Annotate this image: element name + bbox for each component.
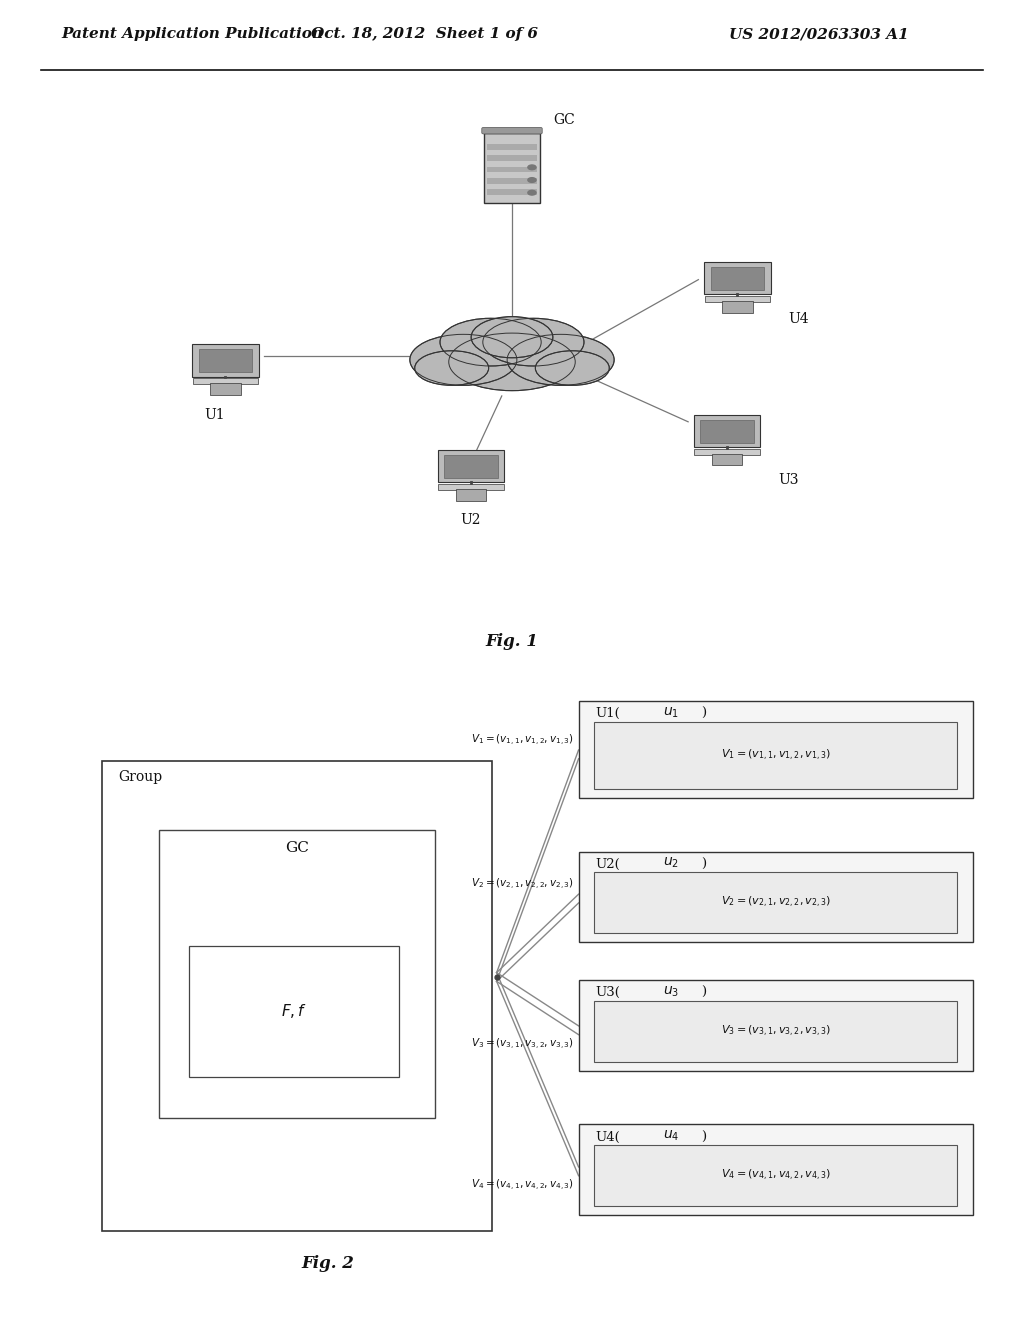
Text: ): ) — [701, 708, 707, 721]
Circle shape — [528, 190, 537, 195]
Bar — [594, 722, 957, 789]
Text: $\mathit{u}_{2}$: $\mathit{u}_{2}$ — [663, 855, 679, 870]
Text: $V_2=(v_{2,1},v_{2,2},v_{2,3})$: $V_2=(v_{2,1},v_{2,2},v_{2,3})$ — [721, 895, 830, 911]
Text: ): ) — [701, 986, 707, 999]
Text: $V_1=(v_{1,1},v_{1,2},v_{1,3})$: $V_1=(v_{1,1},v_{1,2},v_{1,3})$ — [471, 733, 573, 748]
Text: U2(: U2( — [595, 858, 620, 871]
Text: $F, f$: $F, f$ — [282, 1002, 307, 1020]
Text: U3: U3 — [778, 474, 799, 487]
Bar — [487, 189, 537, 195]
Bar — [102, 760, 492, 1230]
Bar — [579, 701, 973, 799]
Bar — [199, 350, 252, 372]
Bar — [694, 449, 760, 454]
Text: $V_1=(v_{1,1},v_{1,2},v_{1,3})$: $V_1=(v_{1,1},v_{1,2},v_{1,3})$ — [721, 747, 830, 763]
Bar — [487, 178, 537, 183]
Text: ): ) — [701, 1130, 707, 1143]
Text: US 2012/0263303 A1: US 2012/0263303 A1 — [729, 28, 909, 41]
Text: Patent Application Publication: Patent Application Publication — [61, 28, 324, 41]
Bar — [579, 851, 973, 942]
Text: Oct. 18, 2012  Sheet 1 of 6: Oct. 18, 2012 Sheet 1 of 6 — [311, 28, 539, 41]
Bar — [159, 830, 435, 1118]
Text: GC: GC — [553, 114, 574, 127]
FancyBboxPatch shape — [481, 128, 543, 133]
Bar — [705, 261, 770, 294]
Text: $V_4=(v_{4,1},v_{4,2},v_{4,3})$: $V_4=(v_{4,1},v_{4,2},v_{4,3})$ — [471, 1177, 573, 1193]
Ellipse shape — [507, 334, 614, 385]
Bar — [444, 455, 498, 478]
Bar — [483, 133, 541, 203]
Bar — [594, 1144, 957, 1206]
Ellipse shape — [471, 317, 553, 358]
Text: $V_3=(v_{3,1},v_{3,2},v_{3,3})$: $V_3=(v_{3,1},v_{3,2},v_{3,3})$ — [471, 1036, 573, 1052]
Ellipse shape — [440, 318, 541, 366]
Bar — [189, 945, 399, 1077]
Text: U4: U4 — [788, 312, 809, 326]
Ellipse shape — [415, 351, 488, 385]
Bar — [193, 345, 258, 376]
Text: $\mathit{u}_{4}$: $\mathit{u}_{4}$ — [663, 1129, 679, 1143]
Bar — [438, 450, 504, 482]
Text: U3(: U3( — [595, 986, 620, 999]
Text: Fig. 2: Fig. 2 — [301, 1254, 354, 1271]
Bar — [722, 301, 753, 313]
Text: $V_3=(v_{3,1},v_{3,2},v_{3,3})$: $V_3=(v_{3,1},v_{3,2},v_{3,3})$ — [721, 1023, 830, 1039]
Bar — [594, 873, 957, 933]
Ellipse shape — [483, 318, 584, 366]
Bar — [712, 454, 742, 465]
Text: U1: U1 — [205, 408, 225, 421]
Text: U4(: U4( — [595, 1130, 620, 1143]
Text: Group: Group — [118, 770, 162, 784]
Text: $V_4=(v_{4,1},v_{4,2},v_{4,3})$: $V_4=(v_{4,1},v_{4,2},v_{4,3})$ — [721, 1168, 830, 1183]
Bar — [438, 484, 504, 490]
Bar — [594, 1001, 957, 1061]
Text: U2: U2 — [461, 513, 481, 528]
Circle shape — [528, 178, 537, 182]
Bar — [711, 267, 764, 290]
Bar — [193, 379, 258, 384]
Text: $\mathit{u}_{1}$: $\mathit{u}_{1}$ — [663, 705, 679, 719]
Ellipse shape — [410, 334, 517, 385]
Bar — [694, 414, 760, 447]
Bar — [579, 979, 973, 1071]
Text: Fig. 1: Fig. 1 — [485, 632, 539, 649]
Bar — [579, 1125, 973, 1216]
Bar — [487, 144, 537, 149]
Text: $V_2=(v_{2,1},v_{2,2},v_{2,3})$: $V_2=(v_{2,1},v_{2,2},v_{2,3})$ — [471, 878, 573, 892]
Bar — [210, 383, 241, 395]
Text: GC: GC — [285, 841, 309, 855]
Bar — [705, 296, 770, 302]
Ellipse shape — [449, 333, 575, 391]
Bar — [456, 488, 486, 500]
Text: $\mathit{u}_{3}$: $\mathit{u}_{3}$ — [663, 985, 679, 999]
Ellipse shape — [536, 351, 609, 385]
Bar — [487, 156, 537, 161]
Circle shape — [528, 165, 537, 170]
Bar — [700, 420, 754, 444]
Text: ): ) — [701, 858, 707, 871]
Text: U1(: U1( — [595, 708, 620, 721]
Bar — [487, 166, 537, 173]
